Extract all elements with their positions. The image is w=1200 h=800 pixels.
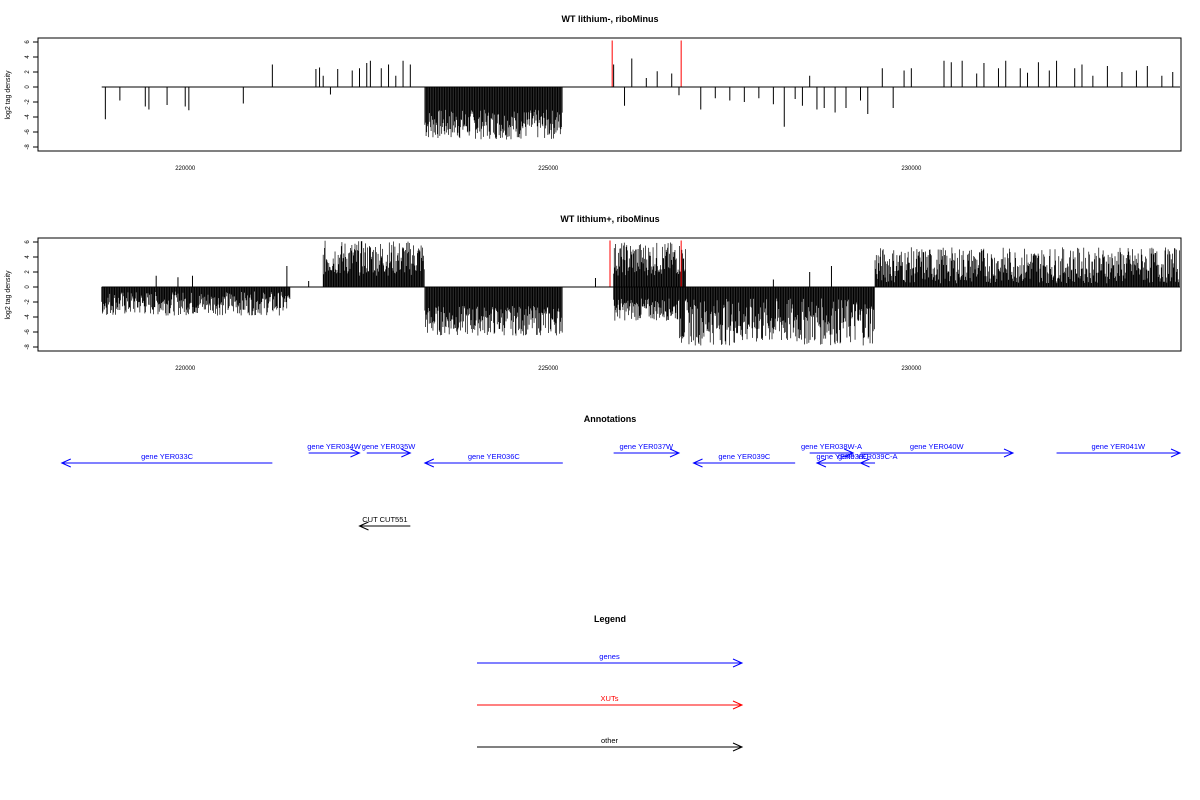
- arrow-head: [732, 658, 744, 668]
- other-feature: CUT CUT551: [358, 515, 411, 531]
- arrow-head: [1170, 448, 1182, 458]
- gene-feature: gene YER034W: [307, 442, 362, 458]
- gene-feature: gene YER036C: [423, 452, 563, 468]
- y-tick-label: 0: [25, 285, 31, 289]
- x-tick-label: 225000: [538, 366, 559, 372]
- panel-title: WT lithium+, riboMinus: [560, 214, 659, 224]
- y-tick-label: 0: [25, 85, 31, 89]
- legend-title: Legend: [594, 614, 626, 624]
- gene-feature-label: gene YER036C: [468, 452, 521, 461]
- legend-item: other: [477, 736, 744, 752]
- y-tick-label: -2: [25, 299, 31, 305]
- gene-feature-label: gene YER039C: [718, 452, 771, 461]
- gene-feature: gene YER039C-A: [838, 452, 898, 468]
- arrow-head: [669, 448, 681, 458]
- x-tick-label: 225000: [538, 166, 559, 172]
- x-tick-label: 230000: [901, 366, 922, 372]
- gene-feature: gene YER035W: [362, 442, 417, 458]
- y-tick-label: 6: [25, 40, 31, 44]
- arrow-head: [692, 458, 703, 468]
- arrow-head: [401, 448, 412, 458]
- arrow-head: [815, 458, 827, 468]
- annotations-title: Annotations: [584, 414, 637, 424]
- arrow-head: [350, 448, 361, 458]
- y-axis-label: log2 tag density: [5, 270, 12, 320]
- plot-frame: [37, 37, 1182, 152]
- y-tick-label: 2: [25, 70, 31, 74]
- gene-feature-label: gene YER038C: [816, 452, 869, 461]
- gene-feature: gene YER037W: [613, 442, 681, 458]
- arrow-head: [844, 448, 855, 458]
- legend-item-label: other: [601, 736, 619, 745]
- x-tick-label: 220000: [175, 166, 196, 172]
- legend-item: XUTs: [477, 694, 744, 710]
- arrow-head: [423, 458, 435, 468]
- gene-feature-label: gene YER037W: [619, 442, 674, 451]
- x-tick-label: 220000: [175, 366, 196, 372]
- gene-feature-label: gene YER038W-A: [801, 442, 862, 451]
- plot-frame: [37, 237, 1182, 352]
- gene-feature-label: gene YER035W: [362, 442, 417, 451]
- y-tick-label: 6: [25, 240, 31, 244]
- x-tick-label: 230000: [901, 166, 922, 172]
- gene-feature: gene YER040W: [860, 442, 1015, 458]
- y-tick-label: 4: [25, 55, 31, 59]
- gene-feature-label: gene YER039C-A: [838, 452, 897, 461]
- gene-feature-label: gene YER041W: [1091, 442, 1146, 451]
- gene-feature: gene YER038W-A: [801, 442, 862, 458]
- y-tick-label: -6: [25, 129, 31, 135]
- arrow-head: [859, 458, 870, 468]
- y-tick-label: -4: [25, 314, 31, 320]
- gene-feature-label: gene YER033C: [141, 452, 194, 461]
- gene-feature-label: gene YER040W: [910, 442, 965, 451]
- gene-feature-label: gene YER034W: [307, 442, 362, 451]
- arrow-head: [60, 458, 71, 468]
- legend-item: genes: [477, 652, 744, 668]
- arrow-head: [732, 700, 744, 710]
- y-tick-label: 4: [25, 255, 31, 259]
- arrow-head: [732, 742, 744, 752]
- arrow-head: [1003, 448, 1015, 458]
- legend-item-label: genes: [599, 652, 620, 661]
- gene-feature: gene YER033C: [60, 452, 273, 468]
- panel-title: WT lithium-, riboMinus: [562, 14, 659, 24]
- arrow-head: [358, 521, 369, 531]
- y-tick-label: -2: [25, 99, 31, 105]
- y-tick-label: -8: [25, 344, 31, 350]
- y-tick-label: 2: [25, 270, 31, 274]
- y-tick-label: -6: [25, 329, 31, 335]
- y-tick-label: -8: [25, 144, 31, 150]
- y-axis-label: log2 tag density: [5, 70, 12, 120]
- y-tick-label: -4: [25, 114, 31, 120]
- track-panel-lithium-plus: WT lithium+, riboMinus log2 tag density …: [5, 214, 1182, 372]
- gene-feature: gene YER041W: [1056, 442, 1182, 458]
- legend: Legend genes XUTs other: [477, 614, 744, 752]
- gene-feature: gene YER039C: [692, 452, 796, 468]
- legend-item-label: XUTs: [601, 694, 619, 703]
- other-feature-label: CUT CUT551: [362, 515, 407, 524]
- track-panel-lithium-minus: WT lithium-, riboMinus log2 tag density …: [5, 14, 1182, 172]
